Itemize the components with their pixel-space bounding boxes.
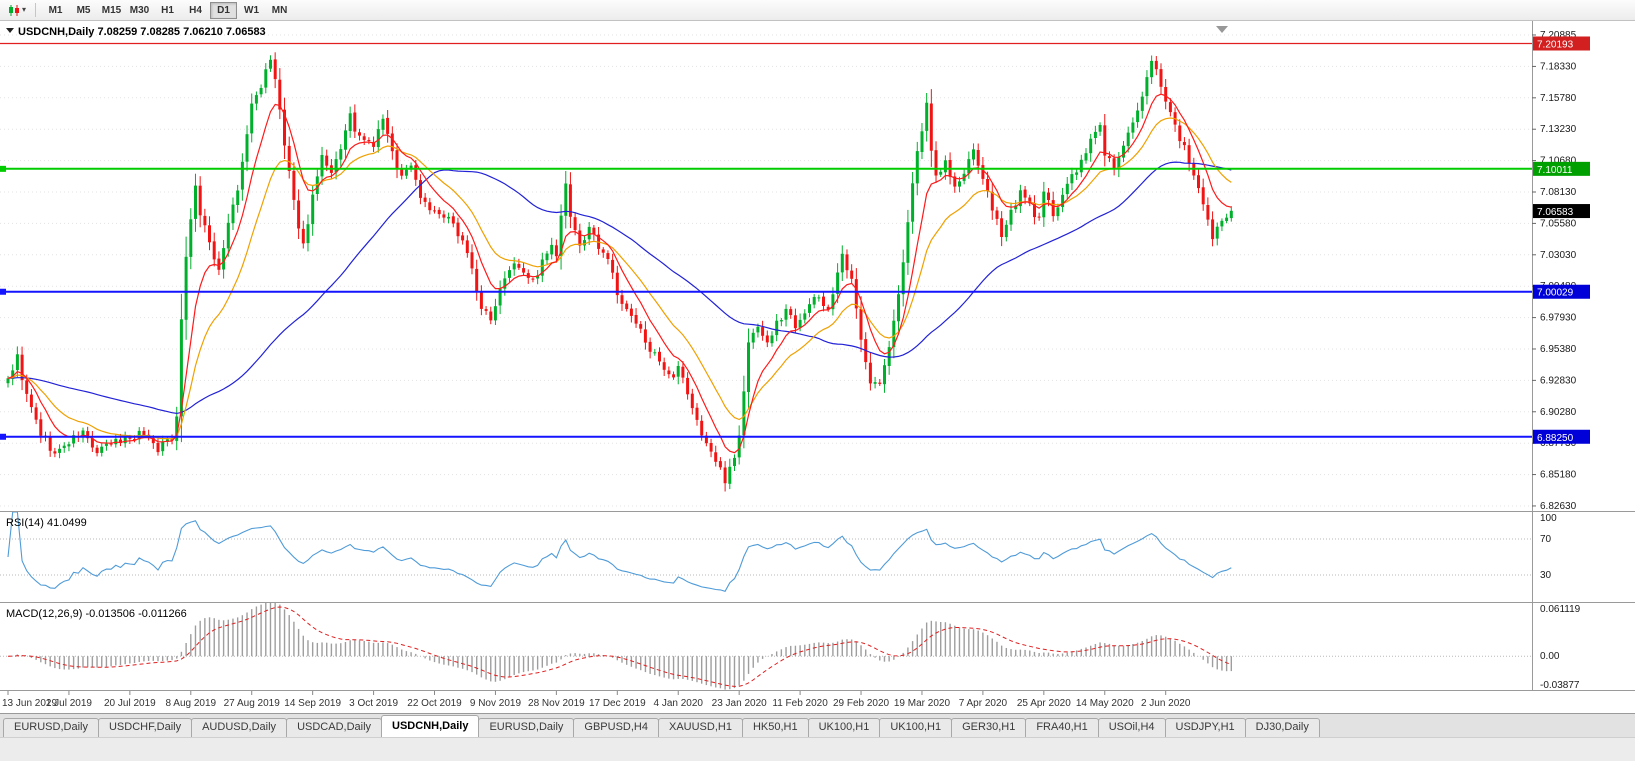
- period-button-d1[interactable]: D1: [210, 1, 238, 19]
- price-badge-label: 7.10011: [1537, 165, 1573, 176]
- price-tick-label: 6.90280: [1540, 407, 1577, 418]
- rsi-level-label: 70: [1540, 534, 1552, 545]
- tab-usdchf-daily[interactable]: USDCHF,Daily: [97, 718, 193, 737]
- timeframe-toolbar: ▾ M1 M5 M15 M30 H1 H4 D1 W1 MN: [0, 0, 1635, 21]
- rsi-line: [7, 511, 1232, 592]
- date-label: 23 Jan 2020: [712, 698, 767, 709]
- tab-uk100-h1[interactable]: UK100,H1: [807, 718, 881, 737]
- tab-uk100-h1[interactable]: UK100,H1: [879, 718, 953, 737]
- chart-shift-marker-icon[interactable]: [1216, 26, 1228, 33]
- period-button-w1[interactable]: W1: [244, 4, 260, 16]
- candlestick-chart-icon: [9, 4, 19, 16]
- price-tick-label: 7.15780: [1540, 93, 1577, 104]
- macd-label: MACD(12,26,9) -0.013506 -0.011266: [6, 608, 187, 620]
- date-label: 2 Jul 2019: [46, 698, 93, 709]
- tab-fra40-h1[interactable]: FRA40,H1: [1025, 718, 1099, 737]
- price-tick-label: 7.08130: [1540, 187, 1577, 198]
- price-tick-label: 7.13230: [1540, 124, 1577, 135]
- date-label: 13 Jun 2019: [2, 698, 57, 709]
- date-label: 8 Aug 2019: [165, 698, 216, 709]
- tab-usdjpy-h1[interactable]: USDJPY,H1: [1164, 718, 1246, 737]
- hline-handle[interactable]: [0, 165, 6, 172]
- date-label: 14 May 2020: [1076, 698, 1134, 709]
- period-button-m1[interactable]: M1: [48, 4, 63, 16]
- tab-audusd-daily[interactable]: AUDUSD,Daily: [191, 718, 288, 737]
- tab-xauusd-h1[interactable]: XAUUSD,H1: [657, 718, 743, 737]
- title-collapse-icon[interactable]: [6, 28, 14, 33]
- rsi-label: RSI(14) 41.0499: [6, 517, 87, 529]
- chart-canvas[interactable]: 7.20885 7.18330 7.15780 7.13230 7.10680 7.081…: [0, 21, 1635, 713]
- date-label: 14 Sep 2019: [284, 698, 341, 709]
- chart-tabs-bar: EURUSD,Daily USDCHF,Daily AUDUSD,Daily USDC…: [0, 713, 1635, 737]
- ma-sma55-line: [7, 161, 1232, 415]
- chart-title: USDCNH,Daily 7.08259 7.08285 7.06210 7.0…: [18, 26, 266, 38]
- date-label: 7 Apr 2020: [959, 698, 1008, 709]
- price-tick-label: 6.92830: [1540, 375, 1577, 386]
- tab-dj30-daily[interactable]: DJ30,Daily: [1244, 718, 1320, 737]
- price-badge-label: 7.06583: [1537, 207, 1574, 218]
- price-badge: [1533, 161, 1590, 176]
- period-button-h1[interactable]: H1: [161, 4, 174, 16]
- period-button-h4[interactable]: H4: [189, 4, 202, 16]
- price-tick-label: 7.18330: [1540, 61, 1577, 72]
- tab-usdcad-daily[interactable]: USDCAD,Daily: [286, 718, 383, 737]
- tab-usdcnh-daily[interactable]: USDCNH,Daily: [381, 715, 480, 737]
- price-tick-label: 7.05580: [1540, 218, 1577, 229]
- date-label: 3 Oct 2019: [349, 698, 398, 709]
- price-badge-label: 7.20193: [1537, 39, 1574, 50]
- price-badge: [1533, 429, 1590, 444]
- macd-signal-line: [7, 606, 1232, 687]
- status-strip: [0, 737, 1635, 761]
- tab-gbpusd-h4[interactable]: GBPUSD,H4: [573, 718, 659, 737]
- hline-handle[interactable]: [0, 433, 6, 440]
- tab-hk50-h1[interactable]: HK50,H1: [741, 718, 809, 737]
- date-label: 28 Nov 2019: [528, 698, 585, 709]
- tab-ger30-h1[interactable]: GER30,H1: [951, 718, 1027, 737]
- tab-eurusd-daily[interactable]: EURUSD,Daily: [478, 718, 575, 737]
- price-tick-label: 6.85180: [1540, 470, 1577, 481]
- date-label: 29 Feb 2020: [833, 698, 890, 709]
- date-label: 19 Mar 2020: [894, 698, 951, 709]
- tab-eurusd-daily[interactable]: EURUSD,Daily: [3, 718, 99, 737]
- date-label: 11 Feb 2020: [772, 698, 828, 709]
- hline-handle[interactable]: [0, 288, 6, 295]
- period-button-m30[interactable]: M30: [129, 4, 150, 16]
- date-label: 22 Oct 2019: [407, 698, 462, 709]
- macd-histogram: [11, 603, 1233, 690]
- date-label: 25 Apr 2020: [1017, 698, 1071, 709]
- price-badge-label: 7.00029: [1537, 288, 1574, 299]
- tab-usoil-h4[interactable]: USOil,H4: [1097, 718, 1166, 737]
- date-label: 4 Jan 2020: [653, 698, 703, 709]
- period-button-m15[interactable]: M15: [101, 4, 122, 16]
- period-button-mn[interactable]: MN: [271, 4, 288, 16]
- ma-ema8-line: [7, 93, 1232, 454]
- toolbar-separator: [35, 3, 37, 17]
- price-tick-label: 6.82630: [1540, 501, 1577, 512]
- macd-min-label: -0.03877: [1540, 680, 1580, 691]
- macd-zero-label: 0.00: [1540, 651, 1560, 662]
- price-badge: [1533, 36, 1590, 51]
- price-tick-label: 7.10680: [1540, 156, 1577, 167]
- rsi-level-label: 100: [1540, 513, 1557, 524]
- period-button-m5[interactable]: M5: [76, 4, 91, 16]
- date-label: 20 Jul 2019: [104, 698, 156, 709]
- price-badge-label: 6.88250: [1537, 433, 1574, 444]
- price-tick-label: 6.95380: [1540, 344, 1577, 355]
- price-badge: [1533, 204, 1590, 219]
- period-buttons: M1 M5 M15 M30 H1 H4 D1 W1 MN: [42, 1, 293, 19]
- date-label: 9 Nov 2019: [470, 698, 522, 709]
- price-tick-label: 7.03030: [1540, 250, 1577, 261]
- date-label: 17 Dec 2019: [589, 698, 646, 709]
- price-badge: [1533, 284, 1590, 299]
- ma-ema18-line: [7, 117, 1232, 440]
- dropdown-caret-icon: ▾: [22, 5, 27, 14]
- price-tick-label: 6.97930: [1540, 313, 1577, 324]
- date-label: 2 Jun 2020: [1141, 698, 1191, 709]
- rsi-level-label: 30: [1540, 570, 1552, 581]
- macd-max-label: 0.061119: [1540, 604, 1581, 615]
- chart-type-selector[interactable]: ▾: [4, 4, 29, 17]
- candlestick-series: [6, 52, 1233, 492]
- date-label: 27 Aug 2019: [224, 698, 281, 709]
- price-tick-label: 7.20885: [1540, 30, 1577, 41]
